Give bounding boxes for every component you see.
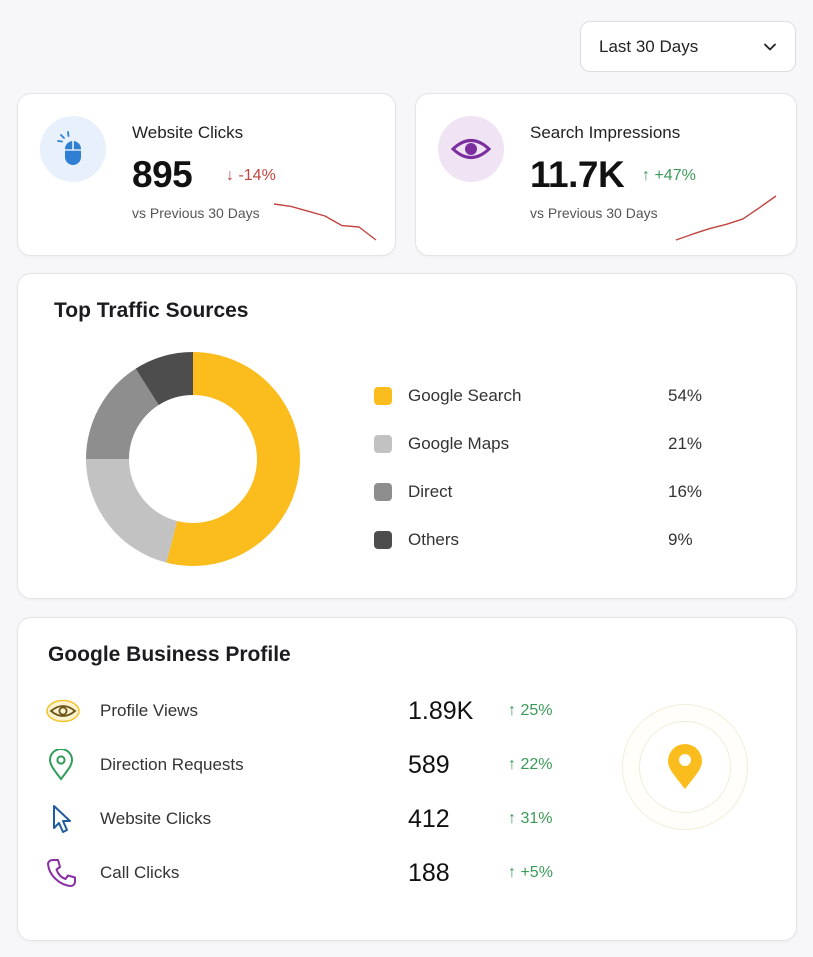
stat-card-website-clicks: Website Clicks 895 ↓ -14% vs Previous 30…: [17, 93, 396, 256]
legend-percent: 54%: [668, 386, 703, 405]
donut-slice-google-search: [166, 352, 300, 566]
metric-row-direction-requests: Direction Requests 589 ↑ 22%: [46, 738, 586, 792]
metric-row-call-clicks: Call Clicks 188 ↑ +5%: [46, 846, 586, 900]
date-range-dropdown[interactable]: Last 30 Days: [580, 21, 796, 72]
legend-swatch: [374, 435, 392, 453]
legend-item: Others 9%: [374, 516, 714, 564]
legend-label: Direct: [408, 482, 453, 501]
arrow-up-icon: ↑: [642, 167, 650, 184]
donut-slice-others: [135, 352, 193, 405]
legend-label: Others: [408, 530, 460, 549]
legend-label: Google Maps: [408, 434, 510, 453]
stat-value: 11.7K: [530, 154, 625, 195]
business-profile-card: Google Business Profile Profile Views 1.…: [17, 617, 797, 941]
card-title: Google Business Profile: [48, 643, 291, 666]
metric-change: ↑ +5%: [508, 864, 553, 881]
legend-percent: 16%: [668, 482, 703, 501]
metric-change: ↑ 25%: [508, 702, 553, 719]
stat-value: 895: [132, 154, 193, 195]
location-badge-inner: [639, 721, 731, 813]
metric-label: Call Clicks: [100, 863, 180, 882]
metric-value: 589: [408, 750, 450, 779]
map-pin-icon: [46, 749, 86, 781]
eye-icon: [438, 116, 504, 182]
legend-item: Google Search 54%: [374, 372, 714, 420]
legend-label: Google Search: [408, 386, 522, 405]
location-badge: [622, 704, 748, 830]
stat-change: ↓ -14%: [226, 167, 276, 185]
legend-swatch: [374, 483, 392, 501]
metric-change: ↑ 31%: [508, 810, 553, 827]
stat-change-value: -14%: [238, 167, 276, 184]
trend-sparkline: [273, 203, 377, 241]
profile-metrics-list: Profile Views 1.89K ↑ 25% Direction Requ…: [46, 684, 586, 900]
cursor-icon: [46, 803, 86, 835]
donut-slice-direct: [86, 368, 159, 459]
stat-title: Website Clicks: [132, 123, 244, 142]
legend-swatch: [374, 531, 392, 549]
chevron-down-icon: [764, 43, 776, 50]
stat-subtitle: vs Previous 30 Days: [530, 205, 658, 221]
sparkline-path: [273, 203, 377, 241]
metric-row-website-clicks: Website Clicks 412 ↑ 31%: [46, 792, 586, 846]
metric-row-profile-views: Profile Views 1.89K ↑ 25%: [46, 684, 586, 738]
metric-label: Direction Requests: [100, 755, 244, 774]
phone-icon: [46, 857, 86, 889]
date-range-selected: Last 30 Days: [599, 36, 699, 56]
legend-item: Direct 16%: [374, 468, 714, 516]
metric-value: 188: [408, 858, 450, 887]
stat-subtitle: vs Previous 30 Days: [132, 205, 260, 221]
traffic-legend: Google Search 54% Google Maps 21% Direct…: [374, 372, 714, 564]
location-pin-icon: [668, 744, 702, 789]
mouse-icon: [40, 116, 106, 182]
donut-slice-google-maps: [86, 459, 178, 563]
stat-title: Search Impressions: [530, 123, 681, 142]
traffic-sources-card: Top Traffic Sources Google Search 54% Go…: [17, 273, 797, 599]
card-title: Top Traffic Sources: [54, 299, 249, 322]
metric-label: Profile Views: [100, 701, 198, 720]
legend-item: Google Maps 21%: [374, 420, 714, 468]
metric-change: ↑ 22%: [508, 756, 553, 773]
trend-sparkline: [675, 195, 777, 241]
stat-change-value: +47%: [654, 167, 696, 184]
stat-card-search-impressions: Search Impressions 11.7K ↑ +47% vs Previ…: [415, 93, 797, 256]
arrow-down-icon: ↓: [226, 167, 234, 184]
metric-label: Website Clicks: [100, 809, 212, 828]
legend-percent: 21%: [668, 434, 703, 453]
traffic-donut-chart: [86, 352, 300, 566]
eye-icon: [46, 695, 86, 727]
legend-percent: 9%: [668, 530, 693, 549]
metric-value: 1.89K: [408, 696, 474, 725]
sparkline-path: [675, 195, 777, 241]
metric-value: 412: [408, 804, 450, 833]
legend-swatch: [374, 387, 392, 405]
stat-change: ↑ +47%: [642, 167, 696, 185]
